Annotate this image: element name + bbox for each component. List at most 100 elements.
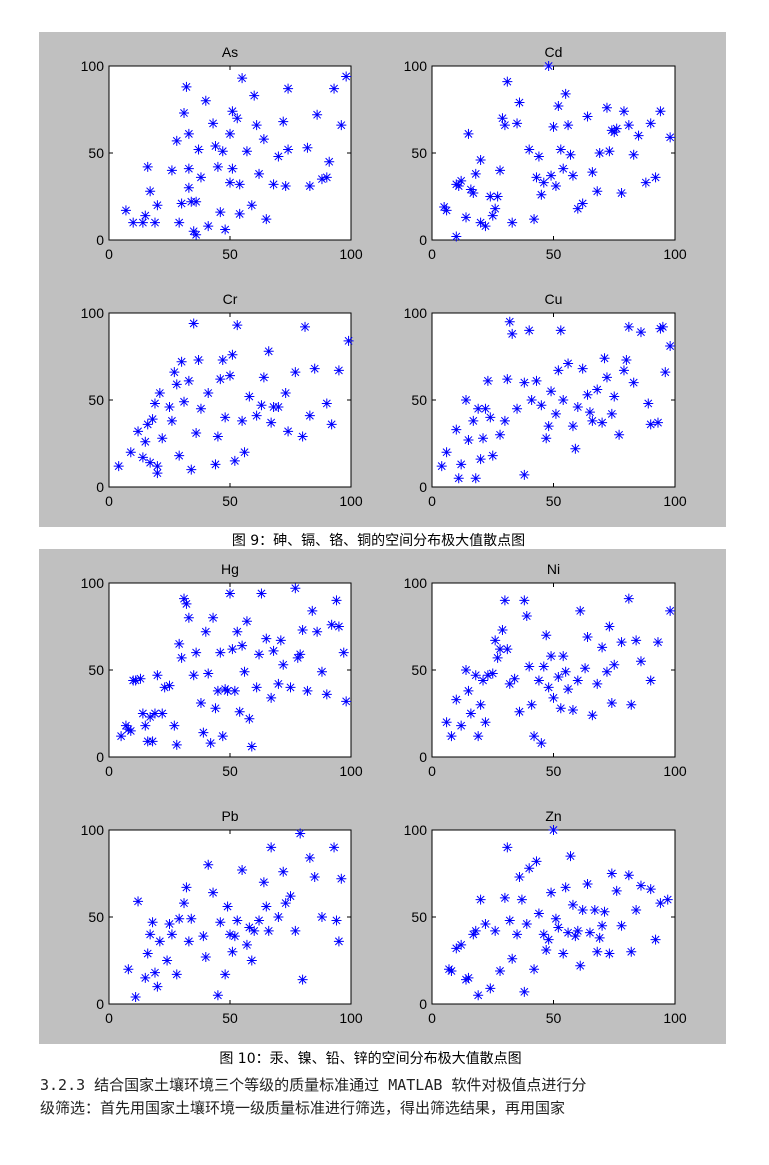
data-point [582, 631, 593, 642]
x-tick-label: 100 [339, 246, 363, 262]
data-point [336, 873, 347, 884]
figure-9-plots: As 0 50 100 0 50 100 Cd 0 50 100 0 50 100 Cr 0 50 100 0 50 1… [81, 44, 687, 509]
data-point [280, 181, 291, 192]
data-point [142, 948, 153, 959]
data-point [275, 635, 286, 646]
data-point [606, 868, 617, 879]
data-point [575, 605, 586, 616]
data-point [188, 670, 199, 681]
data-point [665, 605, 676, 616]
data-point [567, 170, 578, 181]
data-point [186, 464, 197, 475]
data-point [441, 205, 452, 216]
data-point [524, 661, 535, 672]
x-tick-label: 100 [339, 763, 363, 779]
x-tick-label: 0 [105, 493, 113, 509]
data-point [179, 593, 190, 604]
data-point [203, 668, 214, 679]
data-point [533, 675, 544, 686]
data-point [601, 372, 612, 383]
data-point [278, 116, 289, 127]
data-point [292, 652, 303, 663]
data-point [533, 908, 544, 919]
data-point [514, 706, 525, 717]
x-tick-label: 0 [105, 763, 113, 779]
data-point [475, 154, 486, 165]
data-point [147, 736, 158, 747]
y-tick-label: 0 [96, 996, 104, 1012]
data-point [504, 316, 515, 327]
data-point [234, 208, 245, 219]
data-point [266, 417, 277, 428]
data-point [237, 415, 248, 426]
data-point [256, 588, 267, 599]
data-point [611, 123, 622, 134]
plot-area-ni [431, 582, 676, 758]
data-point [507, 328, 518, 339]
data-point [222, 901, 233, 912]
data-point [341, 71, 352, 82]
data-point [485, 983, 496, 994]
data-point [645, 675, 656, 686]
data-point [482, 670, 493, 681]
data-point [519, 595, 530, 606]
data-point [626, 699, 637, 710]
data-point [536, 189, 547, 200]
data-point [470, 473, 481, 484]
data-point [611, 885, 622, 896]
data-point [290, 583, 301, 594]
data-point [212, 161, 223, 172]
data-point [665, 132, 676, 143]
data-point [614, 429, 625, 440]
data-point [631, 905, 642, 916]
data-point [222, 685, 233, 696]
data-point [628, 377, 639, 388]
data-point [582, 111, 593, 122]
data-point [162, 955, 173, 966]
x-tick-label: 50 [546, 763, 562, 779]
data-point [446, 965, 457, 976]
data-point [152, 981, 163, 992]
data-point [594, 932, 605, 943]
data-point [227, 163, 238, 174]
data-point [541, 945, 552, 956]
data-point [560, 88, 571, 99]
x-tick-label: 50 [222, 246, 238, 262]
data-point [499, 595, 510, 606]
x-tick-label: 50 [546, 1010, 562, 1026]
data-point [246, 741, 257, 752]
data-point [563, 927, 574, 938]
data-point [543, 682, 554, 693]
data-point [215, 917, 226, 928]
data-point [331, 915, 342, 926]
plot-area-cd [431, 65, 676, 241]
data-point [504, 915, 515, 926]
figure-9-panel: As 0 50 100 0 50 100 Cd 0 50 100 0 50 100 Cr 0 50 100 0 50 1… [39, 32, 726, 527]
data-point [550, 913, 561, 924]
data-point [225, 177, 235, 188]
data-point [587, 710, 598, 721]
data-point [577, 905, 588, 916]
data-point [546, 386, 557, 397]
scatter-plot-zn: Zn 0 50 100 0 50 100 [404, 808, 687, 1026]
data-point [295, 828, 306, 839]
data-point [225, 370, 235, 381]
data-point [147, 414, 158, 425]
data-point [166, 415, 177, 426]
data-point [526, 699, 537, 710]
data-point [599, 353, 610, 364]
data-point [145, 711, 156, 722]
data-point [273, 912, 284, 922]
data-point [609, 127, 620, 138]
data-point [553, 101, 564, 112]
data-point [256, 400, 267, 411]
data-point [504, 678, 515, 689]
data-point [220, 412, 231, 423]
data-point [519, 469, 530, 480]
data-point [304, 410, 315, 421]
data-point [304, 852, 315, 863]
x-tick-label: 100 [339, 493, 363, 509]
data-point [478, 433, 489, 444]
data-point [205, 738, 216, 749]
data-point [660, 367, 671, 378]
